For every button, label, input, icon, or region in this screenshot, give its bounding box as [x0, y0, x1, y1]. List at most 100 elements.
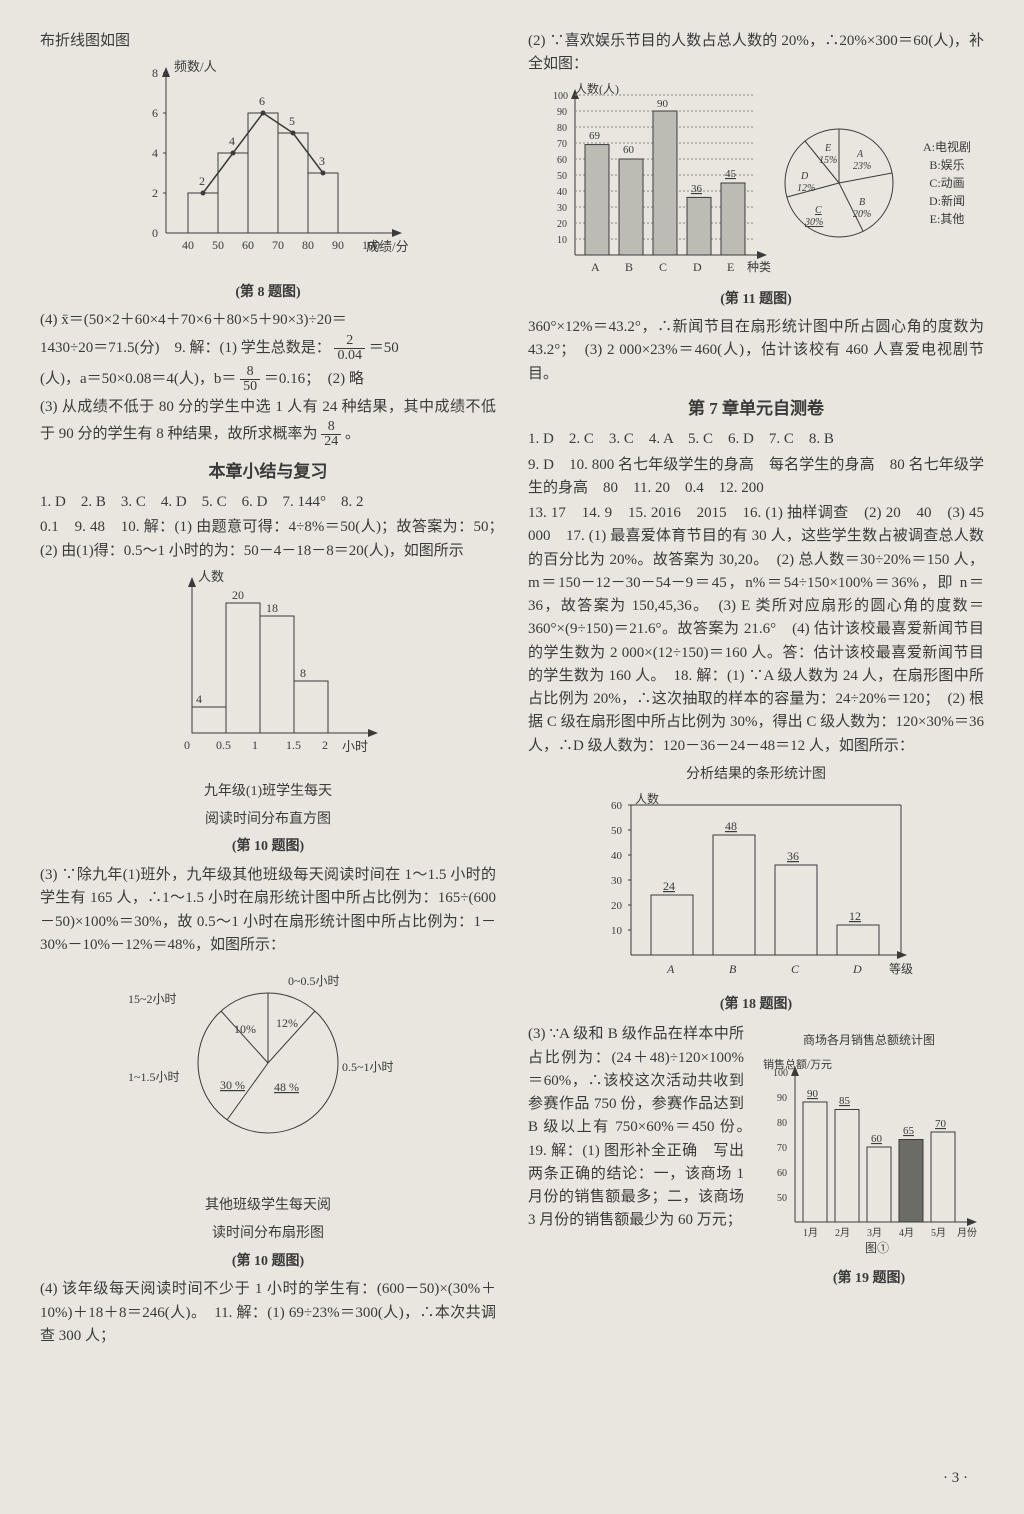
il: 10% [234, 1022, 256, 1036]
review2: 0.1 9. 48 10. 解：(1) 由题意可得：4÷8%＝50(人)；故答案… [40, 516, 496, 563]
bl: 90 [807, 1088, 819, 1100]
yt: 70 [557, 139, 567, 150]
yl: 人数 [198, 569, 224, 584]
frac3: 824 [321, 420, 341, 449]
yt: 80 [777, 1118, 787, 1129]
xt: 3月 [867, 1227, 882, 1239]
two-column-layout: 布折线图如图 频数/人 成绩/分 0 2 4 6 8 [40, 28, 984, 1350]
bl: 69 [589, 130, 601, 142]
lg: A:电视剧 [923, 138, 971, 156]
xl: 等级 [889, 962, 913, 976]
ol: 0~0.5小时 [288, 974, 340, 988]
p4b-pre: 1430÷20＝71.5(分) 9. 解：(1) 学生总数是： [40, 340, 331, 356]
xt: D [693, 260, 702, 274]
pl: 6 [259, 94, 265, 108]
xt: A [591, 260, 600, 274]
bl: 45 [725, 168, 737, 180]
lg: B:娱乐 [923, 156, 971, 174]
svg-text:A: A [856, 149, 864, 160]
fd: 0.04 [334, 349, 365, 363]
p11-3: 360°×12%＝43.2°，∴新闻节目在扇形统计图中所占圆心角的度数为 43.… [528, 316, 984, 386]
yt: 20 [557, 219, 567, 230]
bl: 85 [839, 1095, 851, 1107]
p4c: (人)，a＝50×0.08＝4(人)，b＝ 850 ＝0.16； (2) 略 [40, 365, 496, 394]
chart10b-wrap: 12% 10% 30 % 48 % 0~0.5小时 0.5~1小时 1~1.5小… [40, 963, 496, 1272]
yt: 10 [611, 925, 623, 937]
chart10a-svg: 人数 小时 0 0.5 1 1.5 2 4 20 [148, 569, 388, 769]
svg-text:B: B [859, 197, 865, 208]
left-intro: 布折线图如图 [40, 30, 496, 53]
p18-3-row: (3) ∵A 级和 B 级作品在样本中所占比例为：(24＋48)÷120×100… [528, 1021, 984, 1302]
p4c-suf: ＝0.16； (2) 略 [264, 371, 364, 387]
yt: 70 [777, 1143, 787, 1154]
xt: 2月 [835, 1227, 850, 1239]
c18-cap: (第 18 题图) [528, 994, 984, 1016]
yt: 60 [611, 800, 623, 812]
xt: 80 [302, 238, 314, 252]
lg: C:动画 [923, 174, 971, 192]
xt: 5月 [931, 1227, 946, 1239]
ol: 15~2小时 [128, 992, 177, 1006]
lg: D:新闻 [923, 192, 971, 210]
sub: 图① [865, 1241, 889, 1255]
xt: C [791, 962, 800, 976]
p4d-suf: 。 [345, 426, 360, 442]
yt: 60 [777, 1168, 787, 1179]
c10b-s1: 其他班级学生每天阅 [40, 1195, 496, 1217]
xt: 100 [362, 238, 380, 252]
yt: 6 [152, 106, 158, 120]
xt: 40 [182, 238, 194, 252]
chart8-caption: (第 8 题图) [40, 282, 496, 304]
chart11-caption: (第 11 题图) [528, 289, 984, 311]
yt: 50 [611, 825, 623, 837]
c19-title: 商场各月销售总额统计图 [754, 1031, 984, 1050]
yt: 90 [557, 107, 567, 118]
bl: 90 [657, 98, 669, 110]
svg-text:20%: 20% [853, 209, 871, 220]
p4d-pre: (3) 从成绩不低于 80 分的学生中选 1 人有 24 种结果，其中成绩不低于… [40, 399, 496, 441]
xt: C [659, 260, 667, 274]
yt: 50 [777, 1193, 787, 1204]
yt: 30 [611, 875, 623, 887]
yt: 2 [152, 186, 158, 200]
page-number: · 3 · [943, 1467, 968, 1490]
frac2: 850 [240, 365, 260, 394]
bl: 24 [663, 879, 675, 893]
bl: 4 [196, 692, 202, 706]
fd: 24 [321, 435, 341, 449]
fn: 8 [321, 420, 341, 435]
frac1: 20.04 [334, 334, 365, 363]
svg-text:30%: 30% [804, 217, 823, 228]
xt: 2 [322, 738, 328, 752]
svg-text:15%: 15% [819, 155, 837, 166]
p4c-pre: (人)，a＝50×0.08＝4(人)，b＝ [40, 371, 236, 387]
yt: 80 [557, 123, 567, 134]
yt: 4 [152, 146, 158, 160]
xt: 0 [184, 738, 190, 752]
chart19-svg: 销售总额/万元 50 60 70 80 90 100 [759, 1056, 979, 1256]
xt: 1.5 [286, 738, 301, 752]
bl: 60 [871, 1133, 883, 1145]
fn: 8 [240, 365, 260, 380]
yt: 50 [557, 171, 567, 182]
chart18-wrap: 分析结果的条形统计图 人数 10 20 30 40 50 60 [528, 764, 984, 1016]
u7c: 13. 17 14. 9 15. 2016 2015 16. (1) 抽样调查 … [528, 502, 984, 758]
il: 30 % [220, 1078, 245, 1092]
p4b: 1430÷20＝71.5(分) 9. 解：(1) 学生总数是： 20.04 ＝5… [40, 334, 496, 363]
p4d: (3) 从成绩不低于 80 分的学生中选 1 人有 24 种结果，其中成绩不低于… [40, 396, 496, 448]
ol: 1~1.5小时 [128, 1070, 180, 1084]
chart19-wrap: 商场各月销售总额统计图 销售总额/万元 50 60 70 80 9 [754, 1027, 984, 1296]
chart11-bar: 人数(人) 10 20 [541, 83, 771, 283]
bl: 12 [849, 909, 861, 923]
c10a-s2: 阅读时间分布直方图 [40, 809, 496, 831]
xt: 0.5 [216, 738, 231, 752]
chart8-ylabel: 频数/人 [174, 59, 217, 74]
svg-text:0: 0 [152, 226, 158, 240]
chart11-pie: A23% B20% C30% D12% E15% [777, 108, 917, 258]
u7a: 1. D 2. C 3. C 4. A 5. C 6. D 7. C 8. B [528, 428, 984, 451]
yt: 10 [557, 235, 567, 246]
fn: 2 [334, 334, 365, 349]
review1: 1. D 2. B 3. C 4. D 5. C 6. D 7. 144° 8.… [40, 491, 496, 514]
ol: 0.5~1小时 [342, 1060, 394, 1074]
pl: 2 [199, 174, 205, 188]
